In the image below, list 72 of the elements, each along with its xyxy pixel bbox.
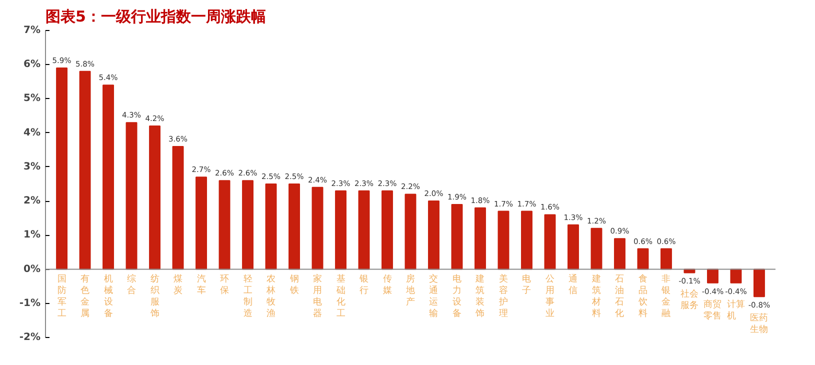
x-tick-label: 汽车 (196, 273, 206, 295)
bar (358, 190, 370, 270)
x-tick-label: 房地产 (405, 273, 415, 306)
bar (382, 190, 393, 270)
bar (707, 268, 718, 284)
bar (404, 194, 416, 270)
x-tick-label: 社会服务 (680, 288, 698, 310)
x-tick-label: 环保 (220, 273, 230, 295)
x-tick-label: 轻工制造 (243, 273, 252, 318)
bar (288, 184, 300, 270)
x-tick-label: 钢铁 (288, 273, 299, 295)
y-tick-label: 2% (24, 196, 41, 207)
y-tick-label: -1% (19, 298, 41, 309)
bar (242, 180, 254, 270)
x-tick-label: 电力设备 (452, 273, 462, 318)
bar (544, 214, 556, 270)
bar (637, 248, 649, 270)
x-tick-label: 有色金属 (80, 273, 90, 318)
x-tick-label: 家用电器 (313, 273, 322, 318)
chart-title: 图表5：一级行业指数一周涨跌幅 (46, 8, 266, 26)
x-tick-label: 美容护理 (498, 273, 508, 318)
x-tick-label: 交通运输 (429, 273, 438, 318)
x-tick-label: 电子 (522, 273, 532, 295)
bar (126, 122, 138, 270)
y-tick-label: 6% (24, 59, 41, 70)
x-tick-label: 建筑装饰 (474, 273, 485, 318)
x-tick-label: 公用事业 (545, 273, 554, 318)
bar (521, 210, 532, 270)
bar (172, 146, 184, 270)
bar (498, 210, 510, 270)
y-tick-label: 7% (24, 25, 41, 36)
bar (265, 184, 277, 270)
x-tick-label: 国防军工 (57, 273, 66, 318)
y-tick-label: 5% (24, 93, 41, 104)
y-tick-label: 1% (24, 230, 41, 241)
x-tick-label: 食品饮料 (637, 273, 648, 318)
x-tick-label: 非银金融 (660, 273, 671, 318)
x-tick-label: 通信 (568, 273, 578, 295)
x-tick-label: 基础化工 (335, 273, 346, 318)
x-tick-label: 机械设备 (104, 273, 113, 318)
x-tick-label: 计算机 (726, 298, 745, 320)
x-tick-label: 综合 (127, 273, 136, 295)
bar (335, 190, 346, 270)
x-tick-label: 传媒 (382, 273, 392, 295)
bar (614, 238, 626, 270)
bar (102, 84, 114, 270)
y-tick-label: 4% (24, 127, 41, 138)
bar (730, 268, 742, 284)
bar (451, 204, 463, 270)
bar (218, 180, 230, 270)
y-tick-label: 3% (24, 161, 41, 172)
x-tick-label: 石油石化 (615, 273, 624, 318)
x-tick-label: 煤炭 (174, 273, 183, 295)
x-tick-label: 纺织服饰 (149, 273, 160, 318)
bar (474, 207, 486, 270)
x-tick-label: 建筑材料 (590, 273, 601, 318)
bar (196, 176, 207, 270)
bar (56, 68, 68, 270)
bar (149, 126, 160, 270)
x-tick-label: 商贸零售 (704, 298, 722, 320)
x-tick-label: 农林牧渔 (266, 273, 276, 318)
bar (79, 70, 91, 270)
bar (568, 224, 579, 270)
x-tick-label: 银行 (358, 273, 369, 295)
bar (753, 268, 765, 298)
bar (312, 186, 324, 270)
x-tick-label: 医药生物 (750, 312, 768, 334)
y-tick-label: -2% (19, 332, 41, 343)
y-tick-label: 0% (24, 264, 41, 275)
bar (590, 228, 602, 270)
bar (660, 248, 672, 270)
bar (428, 200, 440, 270)
